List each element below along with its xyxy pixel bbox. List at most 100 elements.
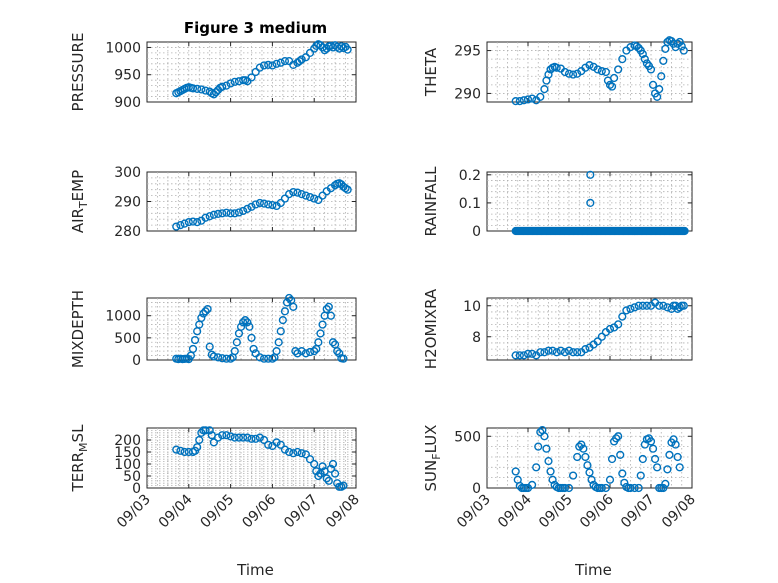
data-point — [322, 474, 331, 483]
data-point — [180, 447, 189, 457]
data-point — [197, 428, 206, 437]
data-point — [556, 346, 565, 355]
data-point — [586, 198, 595, 208]
series-markers — [172, 40, 352, 99]
data-point — [222, 208, 231, 217]
data-point — [679, 301, 688, 310]
data-point — [605, 475, 615, 484]
y-tick-label: 200 — [114, 433, 141, 449]
data-point — [203, 304, 212, 314]
series-markers — [172, 426, 348, 491]
data-point — [343, 185, 352, 194]
y-tick-label: 280 — [114, 224, 141, 240]
data-point — [197, 313, 206, 323]
y-tick-label: 0 — [132, 353, 141, 369]
y-tick-label: 0.2 — [459, 168, 481, 184]
x-tick-label: 09/05 — [536, 492, 576, 532]
data-point — [249, 344, 258, 354]
data-point — [640, 55, 649, 64]
data-point — [519, 351, 529, 360]
y-tick-label: 290 — [114, 195, 141, 211]
data-point — [180, 219, 189, 228]
data-point — [548, 346, 557, 355]
data-point — [657, 72, 666, 81]
data-point — [310, 347, 319, 356]
data-point — [316, 329, 325, 338]
data-point — [542, 444, 551, 453]
data-point — [201, 213, 210, 222]
data-point — [675, 303, 684, 312]
data-point — [614, 320, 623, 329]
data-point — [280, 445, 290, 454]
data-point — [176, 221, 185, 230]
data-point — [540, 348, 549, 357]
data-point — [172, 222, 181, 231]
data-point — [301, 191, 310, 200]
y-axis-label: TERRMSL — [69, 424, 90, 493]
data-point — [218, 354, 227, 363]
data-point — [540, 85, 549, 94]
series-markers — [511, 425, 684, 493]
data-point — [205, 212, 214, 221]
data-point — [586, 170, 595, 179]
grid — [147, 172, 356, 231]
data-point — [301, 349, 310, 358]
data-point — [339, 354, 348, 363]
y-axis-label: SUNFLUX — [422, 425, 443, 492]
data-point — [544, 70, 553, 79]
data-point — [247, 434, 256, 443]
data-point — [523, 349, 533, 358]
data-point — [634, 301, 643, 310]
data-point — [184, 218, 193, 227]
data-point — [560, 67, 570, 77]
data-point — [568, 70, 578, 79]
data-point — [305, 192, 315, 202]
data-point — [314, 471, 323, 481]
data-point — [176, 446, 185, 455]
data-point — [605, 324, 615, 334]
x-tick-label: 09/07 — [618, 492, 658, 532]
data-point — [259, 199, 269, 208]
data-point — [622, 306, 631, 315]
data-point — [328, 338, 338, 347]
data-point — [213, 353, 223, 362]
data-point — [337, 42, 346, 51]
data-point — [609, 73, 619, 83]
chart-title: Figure 3 medium — [184, 19, 327, 37]
series-markers — [511, 36, 688, 106]
data-point — [209, 90, 218, 99]
data-point — [259, 61, 269, 70]
data-point — [251, 67, 260, 77]
data-point — [618, 469, 627, 478]
data-point — [587, 475, 596, 484]
data-point — [333, 347, 342, 356]
data-point — [573, 348, 582, 357]
data-point — [247, 333, 256, 342]
data-point — [669, 435, 678, 444]
subplot-2: 290 295 THETA — [422, 36, 693, 106]
data-point — [343, 45, 352, 54]
data-point — [638, 454, 647, 464]
data-point — [655, 301, 664, 310]
data-point — [659, 483, 668, 493]
data-point — [293, 349, 302, 358]
data-point — [236, 322, 246, 331]
data-point — [579, 444, 588, 453]
data-point — [671, 440, 680, 449]
subplot-4: 0 0.1 0.2 RAINFALL — [422, 166, 693, 240]
data-point — [597, 332, 606, 341]
data-point — [568, 471, 578, 480]
data-point — [243, 204, 252, 213]
data-point — [241, 316, 250, 325]
data-point — [648, 444, 658, 453]
data-point — [243, 433, 252, 442]
data-point — [679, 46, 688, 55]
x-axis-label: Time — [236, 561, 274, 579]
data-point — [552, 63, 561, 72]
data-point — [213, 433, 223, 442]
data-point — [597, 67, 606, 76]
data-point — [312, 467, 321, 476]
data-point — [564, 69, 574, 78]
data-point — [268, 200, 277, 210]
